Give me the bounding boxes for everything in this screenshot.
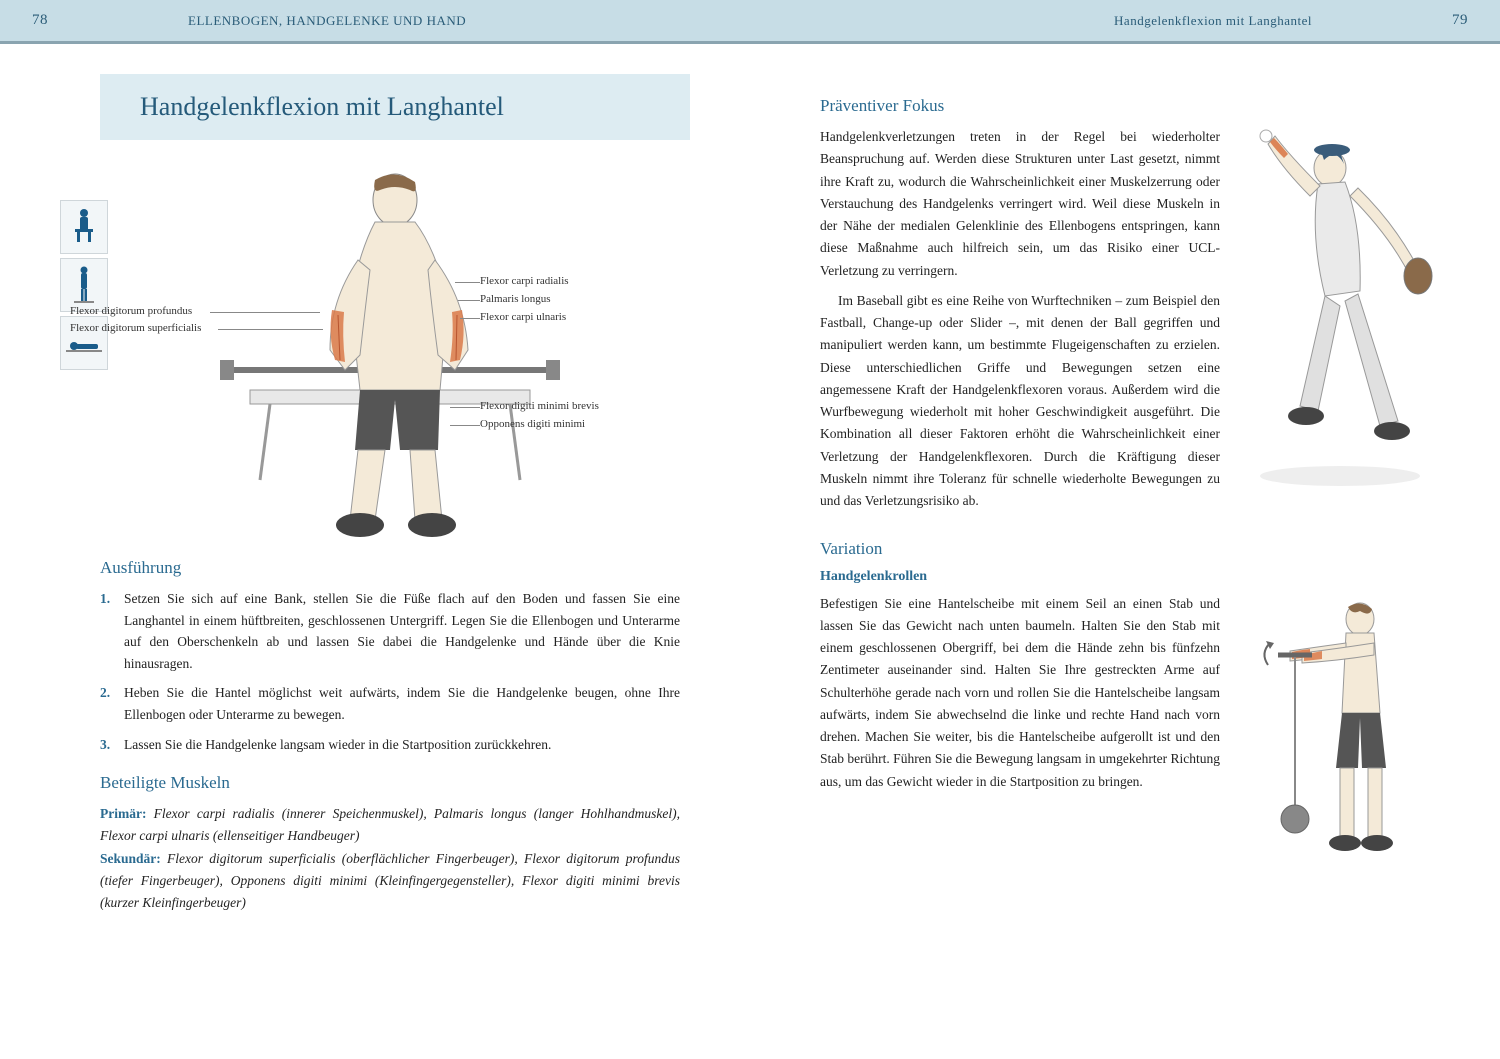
seated-icon	[60, 200, 108, 254]
focus-row: Handgelenkverletzungen treten in der Reg…	[820, 126, 1440, 521]
secondary-label: Sekundär:	[100, 851, 161, 866]
right-page-number: 79	[1452, 12, 1468, 29]
label-fcr: Flexor carpi radialis	[480, 275, 569, 287]
focus-para-1: Handgelenkverletzungen treten in der Reg…	[820, 126, 1220, 282]
step-1: Setzen Sie sich auf eine Bank, stellen S…	[100, 588, 680, 674]
variation-heading: Variation	[820, 539, 1440, 559]
right-page: Handgelenkflexion mit Langhantel 79 Präv…	[750, 0, 1500, 1059]
label-fdmb: Flexor digiti minimi brevis	[480, 400, 599, 412]
label-fdp: Flexor digitorum profundus	[70, 305, 192, 317]
primary-label: Primär:	[100, 806, 146, 821]
variation-para: Befestigen Sie eine Hantelscheibe mit ei…	[820, 593, 1220, 793]
right-header: Handgelenkflexion mit Langhantel 79	[750, 0, 1500, 44]
standing-icon	[60, 258, 108, 312]
left-page-number: 78	[32, 12, 48, 29]
left-header: 78 ELLENBOGEN, HANDGELENKE UND HAND	[0, 0, 750, 44]
pitcher-figure	[1240, 126, 1440, 521]
focus-text: Handgelenkverletzungen treten in der Reg…	[820, 126, 1220, 521]
execution-heading: Ausführung	[100, 558, 680, 578]
variation-subheading: Handgelenkrollen	[820, 569, 1440, 585]
left-page: 78 ELLENBOGEN, HANDGELENKE UND HAND Hand…	[0, 0, 750, 1059]
label-pl: Palmaris longus	[480, 293, 551, 305]
variation-row: Befestigen Sie eine Hantelscheibe mit ei…	[820, 593, 1440, 878]
execution-steps: Setzen Sie sich auf eine Bank, stellen S…	[100, 588, 680, 755]
focus-heading: Präventiver Fokus	[820, 96, 1440, 116]
focus-para-2: Im Baseball gibt es eine Reihe von Wurft…	[820, 290, 1220, 513]
step-2: Heben Sie die Hantel möglichst weit aufw…	[100, 682, 680, 725]
muscles-primary: Primär: Flexor carpi radialis (innerer S…	[100, 803, 680, 848]
right-header-text: Handgelenkflexion mit Langhantel	[1114, 13, 1312, 29]
variation-text: Befestigen Sie eine Hantelscheibe mit ei…	[820, 593, 1220, 878]
label-fcu: Flexor carpi ulnaris	[480, 311, 566, 323]
exercise-title: Handgelenkflexion mit Langhantel	[100, 74, 690, 140]
label-fds: Flexor digitorum superficialis	[70, 322, 201, 334]
activity-icon-strip	[60, 200, 108, 374]
exercise-figure	[210, 160, 570, 540]
step-3: Lassen Sie die Handgelenke langsam wiede…	[100, 734, 680, 756]
left-header-text: ELLENBOGEN, HANDGELENKE UND HAND	[188, 13, 466, 29]
main-illustration-area: Flexor digitorum profundus Flexor digito…	[100, 160, 680, 540]
wrist-roller-figure	[1240, 593, 1440, 878]
secondary-text: Flexor digitorum superficialis (oberfläc…	[100, 851, 680, 911]
muscles-heading: Beteiligte Muskeln	[100, 773, 680, 793]
muscles-secondary: Sekundär: Flexor digitorum superficialis…	[100, 848, 680, 915]
primary-text: Flexor carpi radialis (innerer Speichenm…	[100, 806, 680, 843]
label-odm: Opponens digiti minimi	[480, 418, 585, 430]
